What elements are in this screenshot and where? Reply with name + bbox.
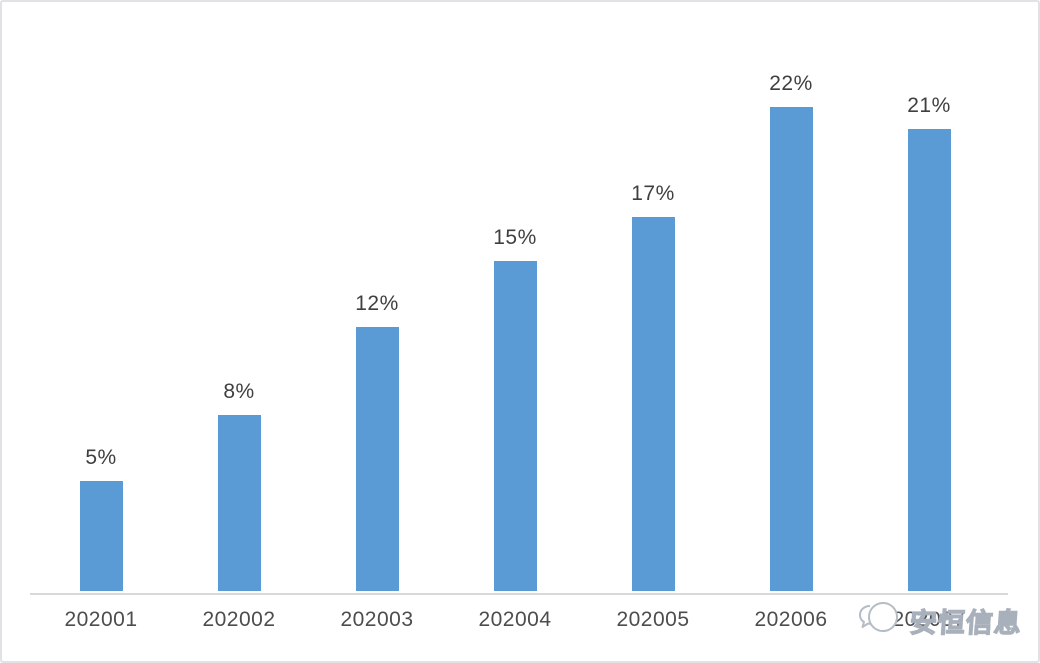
x-axis-label: 202005: [616, 608, 690, 631]
bar: [217, 415, 261, 591]
x-axis-label: 202003: [340, 608, 414, 631]
x-axis-label: 202004: [478, 608, 552, 631]
x-axis-line: [30, 593, 1008, 595]
x-axis-label: 202002: [202, 608, 276, 631]
bar-value-label: 22%: [769, 72, 813, 95]
bar-value-label: 15%: [493, 226, 537, 249]
plot-area: 5% 8% 12% 15% 17% 22% 21%: [32, 2, 998, 591]
x-axis-label: 202007: [892, 608, 966, 631]
bar: [79, 481, 123, 591]
bar-value-label: 21%: [907, 94, 951, 117]
bar-value-label: 5%: [85, 446, 117, 469]
bar: [631, 217, 675, 591]
bar-column: 22%: [722, 72, 860, 591]
x-axis-label: 202001: [64, 608, 138, 631]
bar-column: 15%: [446, 226, 584, 591]
bar-value-label: 8%: [223, 380, 255, 403]
bar: [769, 107, 813, 591]
bar-column: 8%: [170, 380, 308, 591]
bar-value-label: 12%: [355, 292, 399, 315]
bar-column: 17%: [584, 182, 722, 591]
x-axis-label: 202006: [754, 608, 828, 631]
bar: [907, 129, 951, 591]
bar-column: 5%: [32, 446, 170, 591]
bar-column: 21%: [860, 94, 998, 591]
x-axis: 202001 202002 202003 202004 202005 202006 2020…: [32, 608, 998, 632]
bar-column: 12%: [308, 292, 446, 591]
bar-value-label: 17%: [631, 182, 675, 205]
bar: [493, 261, 537, 591]
bar: [355, 327, 399, 591]
